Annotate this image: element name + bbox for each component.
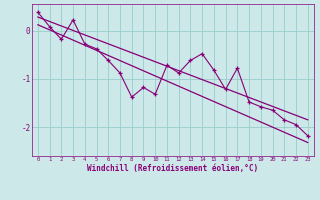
- X-axis label: Windchill (Refroidissement éolien,°C): Windchill (Refroidissement éolien,°C): [87, 164, 258, 173]
